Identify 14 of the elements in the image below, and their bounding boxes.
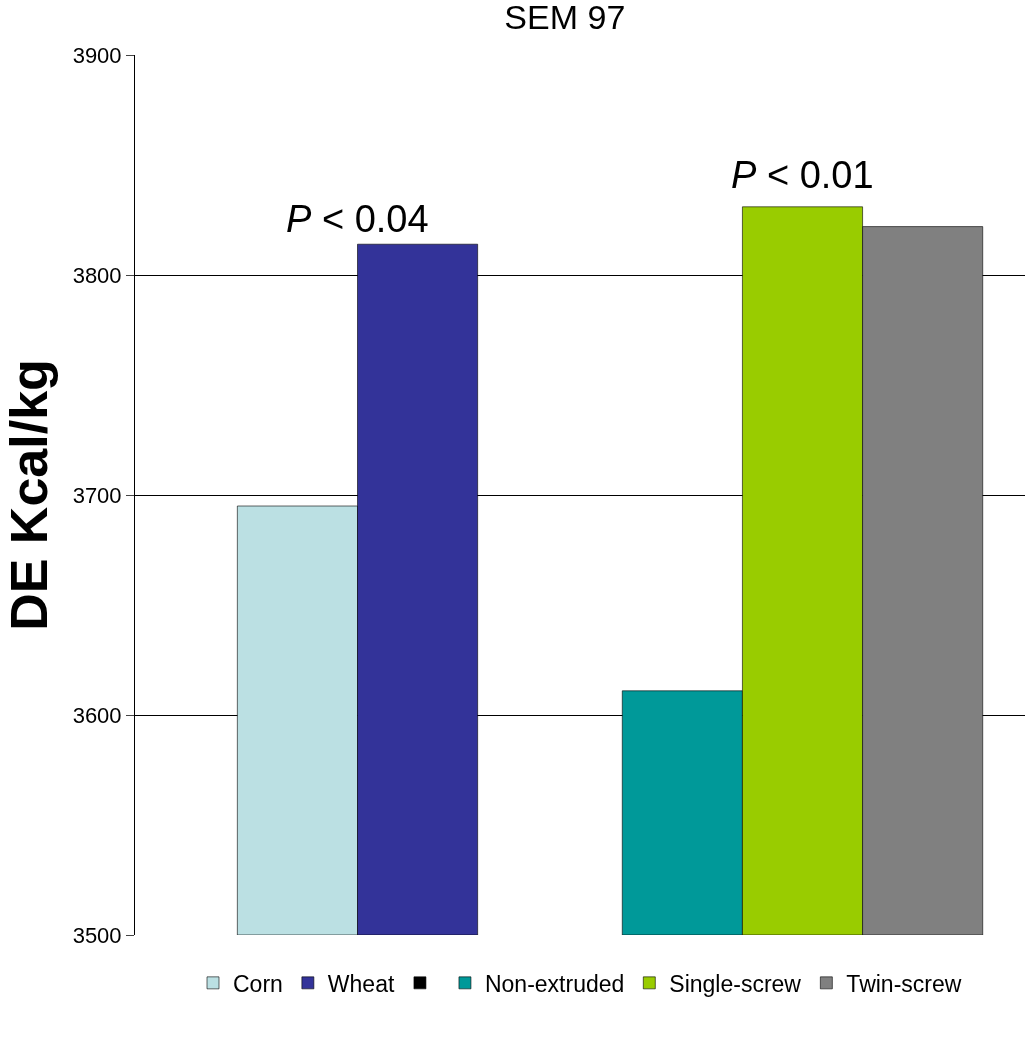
legend-label: Corn <box>233 970 283 997</box>
y-axis-title: DE Kcal/kg <box>0 359 58 631</box>
legend-label: Twin-screw <box>846 970 962 997</box>
y-tick-label: 3900 <box>72 42 122 68</box>
y-tick-label: 3600 <box>72 702 122 728</box>
legend-label: Wheat <box>327 970 395 997</box>
chart-title: SEM 97 <box>504 0 626 37</box>
legend-label: Single-screw <box>669 970 802 997</box>
annotation: P < 0.01 <box>731 154 874 196</box>
y-tick-label: 3800 <box>72 262 122 288</box>
annotation: P < 0.04 <box>286 198 429 240</box>
y-tick-label: 3700 <box>72 482 122 508</box>
legend-label: Non-extruded <box>484 970 625 997</box>
y-tick-label: 3500 <box>72 922 122 948</box>
